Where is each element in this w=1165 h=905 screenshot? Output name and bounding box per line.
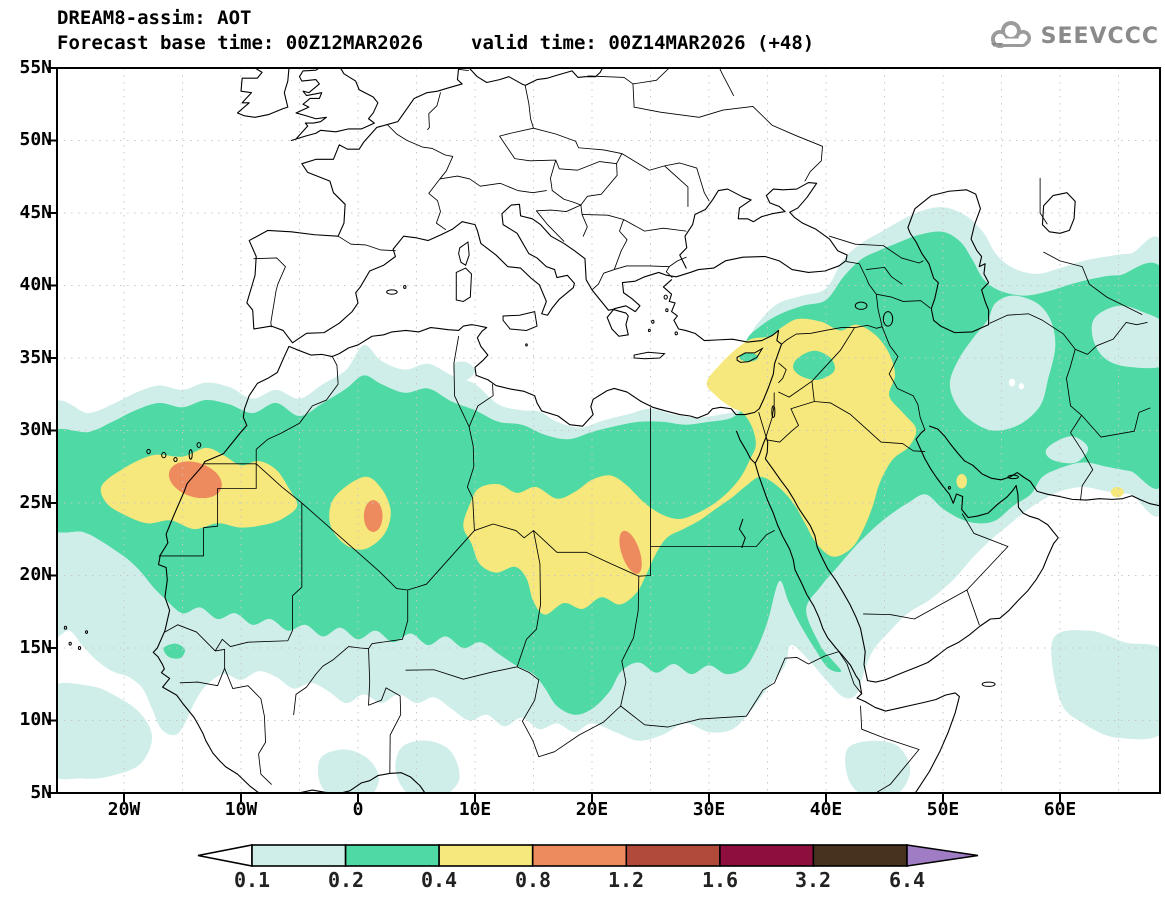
- lon-tick-label: 20W: [107, 799, 141, 820]
- colorbar-segment: [531, 844, 628, 867]
- lat-tick-label: 5N: [30, 782, 52, 803]
- colorbar-segments: [251, 844, 908, 867]
- coastline-africa-levant: [153, 280, 781, 809]
- lat-tick-label: 35N: [19, 347, 52, 368]
- coastline-europe: [247, 68, 847, 343]
- lat-tick-label: 30N: [19, 419, 52, 440]
- lon-tick-label: 40E: [809, 799, 843, 820]
- colorbar-label: 0.4: [420, 868, 458, 892]
- coastline-redsea-horn: [736, 431, 959, 804]
- lat-tick-label: 15N: [19, 637, 52, 658]
- subtitle: Forecast base time: 00Z12MAR2026 valid ti…: [57, 32, 814, 54]
- aot-region-c2: [793, 350, 835, 381]
- lat-tick-label: 20N: [19, 564, 52, 585]
- forecast-base-time: Forecast base time: 00Z12MAR2026: [57, 32, 424, 54]
- aot-region-c1: [57, 682, 153, 780]
- colorbar-label: 0.8: [514, 868, 552, 892]
- aot-region-c1: [395, 740, 460, 793]
- colorbar-label: 0.2: [327, 868, 365, 892]
- lake-urmia: [883, 312, 892, 327]
- coastline-arabia-gulf: [765, 426, 1160, 682]
- colorbar-label: 1.6: [701, 868, 739, 892]
- aot-region-c1: [317, 749, 380, 793]
- small-islands-and-lakes: [64, 242, 1018, 686]
- valid-time: valid time: 00Z14MAR2026 (+48): [471, 32, 815, 54]
- lat-tick-label: 55N: [19, 57, 52, 78]
- aot-region-c3: [463, 318, 917, 615]
- aot-region-c4: [363, 500, 383, 532]
- lon-tick-label: 0: [352, 799, 364, 820]
- dead-sea: [772, 406, 775, 418]
- aot-region-c3: [956, 474, 967, 489]
- lat-tick-label: 10N: [19, 709, 52, 730]
- colorbar-segment: [438, 844, 534, 867]
- aot-region-w: [1018, 383, 1024, 390]
- aot-region-c1: [845, 740, 911, 793]
- aot-region-c1: [1091, 305, 1160, 369]
- aot-region-c1: [949, 295, 1056, 431]
- lake-van: [855, 302, 867, 309]
- colorbar-overflow-arrow: [906, 844, 979, 867]
- axis-ticks: [48, 67, 1061, 802]
- aot-region-c4: [619, 530, 642, 574]
- colorbar-segment: [625, 844, 721, 867]
- colorbar-label: 6.4: [888, 868, 926, 892]
- page-title: DREAM8-assim: AOT: [57, 7, 252, 29]
- colorbar-segment: [812, 844, 908, 867]
- colorbar-underflow-arrow: [197, 844, 253, 867]
- aot-contour-fills: [57, 207, 1160, 793]
- aot-region-w: [1008, 378, 1016, 387]
- colorbar-segment: [344, 844, 440, 867]
- logo-text: SEEVCCC: [1040, 23, 1159, 49]
- lon-tick-label: 50E: [926, 799, 960, 820]
- lon-tick-label: 10E: [458, 799, 492, 820]
- caspian-sea-outline: [908, 190, 1075, 333]
- lat-tick-label: 40N: [19, 274, 52, 295]
- colorbar-label: 1.2: [607, 868, 645, 892]
- aot-region-c1: [1051, 630, 1160, 740]
- lat-tick-label: 50N: [19, 129, 52, 150]
- colorbar-segment: [719, 844, 815, 867]
- colorbar-segment: [251, 844, 347, 867]
- aot-region-c2: [163, 643, 185, 659]
- lat-tick-label: 25N: [19, 492, 52, 513]
- aot-region-c1: [452, 361, 475, 381]
- colorbar: [197, 844, 979, 867]
- lon-tick-label: 60E: [1043, 799, 1077, 820]
- basemap-lines: [64, 68, 1160, 809]
- seevccc-logo: SEEVCCC: [985, 18, 1159, 54]
- lat-tick-label: 45N: [19, 202, 52, 223]
- aot-region-c3: [1110, 487, 1124, 498]
- coastline-uk-ireland: [237, 68, 377, 141]
- cloud-icon: [990, 21, 1031, 48]
- lon-tick-label: 10W: [224, 799, 258, 820]
- lon-tick-label: 30E: [692, 799, 726, 820]
- lon-tick-label: 20E: [575, 799, 609, 820]
- country-borders: [159, 68, 1150, 794]
- lake-nasser: [739, 519, 745, 548]
- colorbar-label: 0.1: [233, 868, 271, 892]
- colorbar-label: 3.2: [794, 868, 832, 892]
